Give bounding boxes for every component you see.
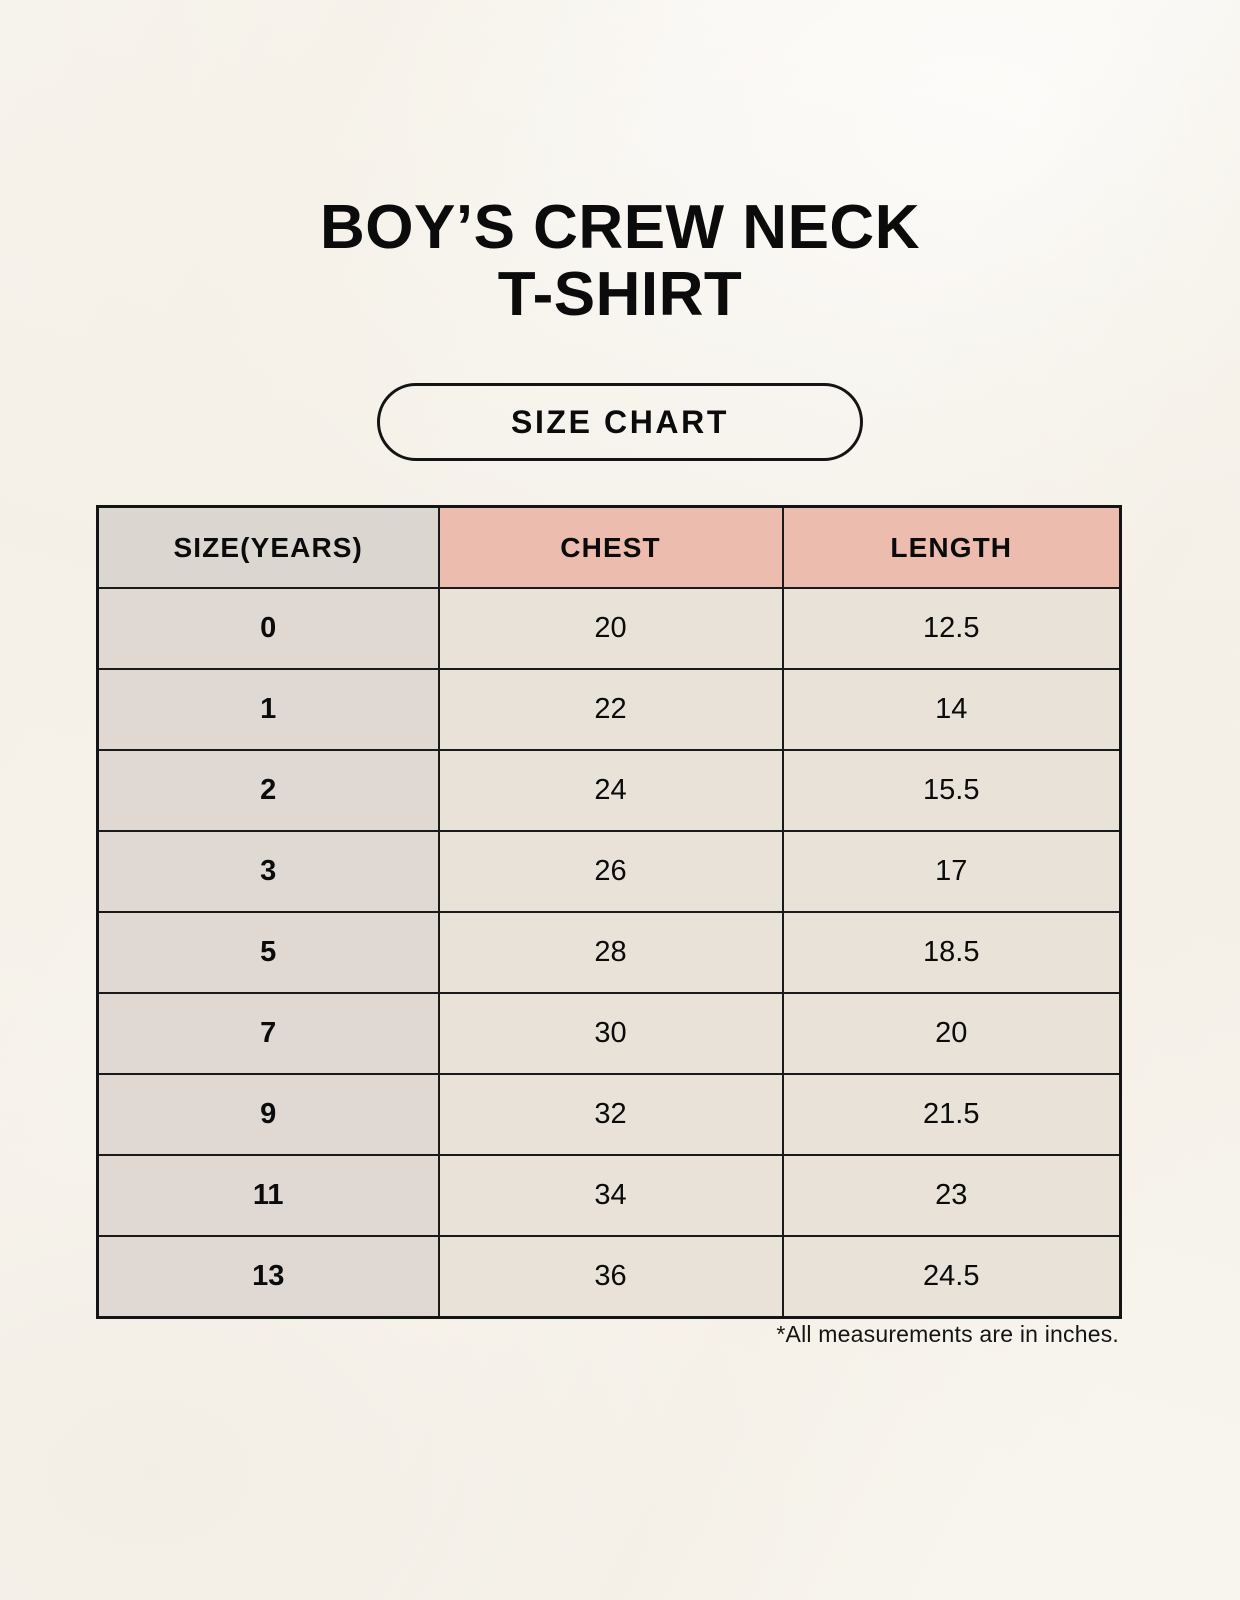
cell-length: 18.5: [781, 911, 1122, 994]
cell-length: 23: [781, 1154, 1122, 1237]
cell-size: 11: [96, 1154, 440, 1237]
size-chart-badge: SIZE CHART: [377, 383, 863, 461]
cell-length: 14: [781, 668, 1122, 751]
cell-chest: 22: [437, 668, 784, 751]
page-title: BOY’S CREW NECK T-SHIRT: [0, 193, 1240, 330]
cell-size: 2: [96, 749, 440, 832]
title-line-2: T-SHIRT: [497, 260, 743, 330]
table-row: 11 34 23: [96, 1154, 1122, 1237]
cell-chest: 24: [437, 749, 784, 832]
cell-length: 12.5: [781, 587, 1122, 670]
table-row: 2 24 15.5: [96, 749, 1122, 832]
column-header-size: SIZE(YEARS): [96, 505, 440, 589]
measurement-units-note: *All measurements are in inches.: [776, 1321, 1119, 1347]
cell-chest: 26: [437, 830, 784, 913]
table-row: 13 36 24.5: [96, 1235, 1122, 1318]
size-chart-badge-label: SIZE CHART: [511, 403, 729, 440]
cell-chest: 28: [437, 911, 784, 994]
table-row: 7 30 20: [96, 992, 1122, 1075]
column-header-chest: CHEST: [437, 505, 784, 589]
table-header-row: SIZE(YEARS) CHEST LENGTH: [96, 505, 1122, 589]
table-row: 5 28 18.5: [96, 911, 1122, 994]
cell-size: 0: [96, 587, 440, 670]
cell-length: 21.5: [781, 1073, 1122, 1156]
column-header-length: LENGTH: [781, 505, 1122, 589]
title-line-1: BOY’S CREW NECK: [320, 193, 920, 262]
table-row: 3 26 17: [96, 830, 1122, 913]
cell-size: 13: [96, 1235, 440, 1318]
cell-size: 7: [96, 992, 440, 1075]
size-chart-badge-container: SIZE CHART: [0, 383, 1240, 461]
cell-chest: 34: [437, 1154, 784, 1237]
cell-chest: 30: [437, 992, 784, 1075]
table-row: 9 32 21.5: [96, 1073, 1122, 1156]
table-row: 1 22 14: [96, 668, 1122, 751]
cell-size: 5: [96, 911, 440, 994]
cell-chest: 20: [437, 587, 784, 670]
cell-length: 20: [781, 992, 1122, 1075]
cell-length: 15.5: [781, 749, 1122, 832]
cell-size: 3: [96, 830, 440, 913]
cell-length: 24.5: [781, 1235, 1122, 1318]
cell-size: 9: [96, 1073, 440, 1156]
cell-size: 1: [96, 668, 440, 751]
size-chart-table: SIZE(YEARS) CHEST LENGTH 0 20 12.5 1 22 …: [96, 505, 1122, 1319]
cell-chest: 36: [437, 1235, 784, 1318]
table-row: 0 20 12.5: [96, 587, 1122, 670]
cell-length: 17: [781, 830, 1122, 913]
cell-chest: 32: [437, 1073, 784, 1156]
